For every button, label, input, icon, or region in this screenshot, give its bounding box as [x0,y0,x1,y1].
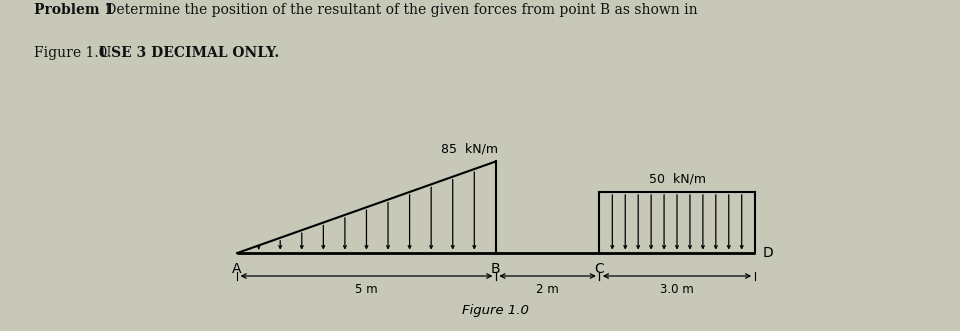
Text: Figure 1.0: Figure 1.0 [463,304,529,317]
Text: 85  kN/m: 85 kN/m [442,142,498,155]
Text: 5 m: 5 m [355,283,378,296]
Text: 50  kN/m: 50 kN/m [649,173,706,186]
Text: D: D [762,246,773,260]
Text: C: C [594,262,604,276]
Text: 3.0 m: 3.0 m [660,283,694,296]
Text: Figure 1.0.: Figure 1.0. [34,46,115,60]
Text: A: A [232,262,242,276]
Text: Determine the position of the resultant of the given forces from point B as show: Determine the position of the resultant … [101,3,697,17]
Text: Problem 1: Problem 1 [34,3,114,17]
Text: B: B [492,262,501,276]
Text: 2 m: 2 m [537,283,559,296]
Text: USE 3 DECIMAL ONLY.: USE 3 DECIMAL ONLY. [99,46,279,60]
